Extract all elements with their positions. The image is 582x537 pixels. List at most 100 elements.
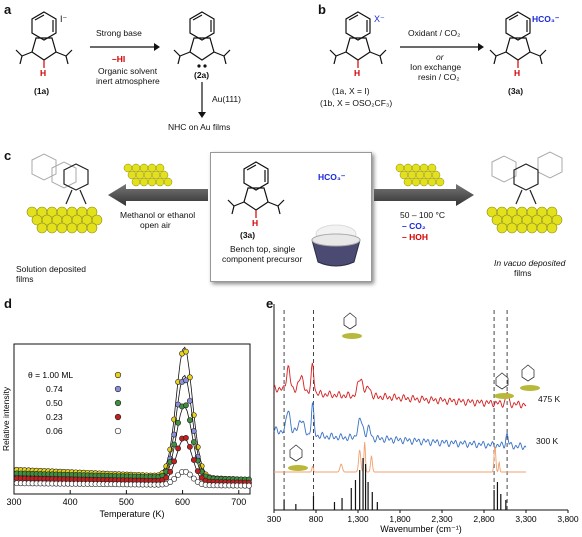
molecule-icon [494, 372, 514, 399]
legend-label-d: 0.50 [46, 398, 63, 408]
anion-3a-c: HCO₃⁻ [318, 172, 346, 182]
data-point-d [175, 472, 181, 478]
legend-marker-d [114, 371, 122, 379]
data-point-d [198, 474, 205, 481]
molecule-1a [15, 11, 73, 68]
h-atom-3a-c: H [252, 218, 259, 228]
center-caption-2: component precursor [222, 254, 303, 264]
anion-3a-b: HCO₃⁻ [532, 14, 560, 24]
label-475k: 475 K [538, 394, 561, 404]
left-arrow-1: Methanol or ethanol [120, 210, 196, 220]
molecule-2a [173, 11, 231, 68]
arrow-a-removed: –HI [112, 54, 126, 64]
arrow-b-top: Oxidant / CO₂ [408, 28, 461, 38]
data-point-d [183, 468, 189, 475]
legend-marker-d [114, 385, 122, 393]
right-caption-1: In vacuo deposited [494, 258, 566, 268]
data-point-d [186, 471, 193, 478]
x-tick-label-d: 500 [119, 497, 134, 507]
left-caption-1: Solution deposited [16, 264, 86, 274]
arrow-a-right [90, 43, 160, 51]
molecule-icon [520, 364, 540, 391]
gold-cluster-right [395, 163, 445, 187]
name-1a: (1a) [34, 86, 50, 96]
x-tick-label-d: 700 [231, 497, 246, 507]
legend-marker-d [114, 427, 122, 435]
label-300k: 300 K [536, 436, 559, 446]
data-point-d [167, 479, 174, 485]
data-point-d [171, 476, 178, 482]
x-tick-label-e: 800 [309, 514, 323, 524]
x-tick-label-e: 2,300 [431, 514, 453, 524]
molecule-1b [329, 11, 387, 68]
x-axis-label-d: Temperature (K) [99, 509, 164, 519]
panel-label-c: c [4, 148, 12, 163]
panel-label-e: e [266, 296, 274, 311]
name-1b-2: (1b, X = OSO₂CF₃) [320, 98, 393, 108]
data-point-d [190, 475, 197, 482]
data-point-d [186, 417, 193, 424]
arrow-a-top: Strong base [96, 28, 142, 38]
panel-label-b: b [318, 2, 326, 17]
arrow-c-left [108, 184, 208, 206]
molecule-icon-ring [495, 372, 509, 390]
left-arrow-2: open air [140, 220, 171, 230]
x-tick-label-e: 1,800 [389, 514, 411, 524]
x-tick-label-e: 3,300 [515, 514, 537, 524]
center-caption-1: Bench top, single [230, 244, 296, 254]
arrow-b-bottom-2: resin / CO₂ [418, 72, 460, 82]
name-3a-c: (3a) [240, 230, 256, 240]
x-tick-label-d: 300 [6, 497, 21, 507]
molecule-3a-c [227, 161, 285, 218]
right-arrow-2: – CO₂ [402, 221, 426, 231]
left-caption-2: films [16, 274, 34, 284]
data-point-d [175, 445, 181, 452]
name-1b-1: (1a, X = I) [332, 86, 370, 96]
x-tick-label-e: 1,300 [347, 514, 369, 524]
h-atom-1b: H [354, 68, 361, 78]
spectrum-exp-e [274, 441, 526, 473]
right-arrow-3: – HOH [402, 232, 428, 242]
data-point-d [167, 468, 174, 475]
y-axis-label-d: Relative intensity [1, 386, 11, 451]
name-3a-b: (3a) [508, 86, 524, 96]
data-point-d [194, 468, 201, 475]
panel-label-a: a [4, 2, 12, 17]
gold-cluster-left [123, 163, 173, 187]
x-axis-label-e: Wavenumber (cm⁻¹) [380, 524, 461, 534]
data-point-d [186, 443, 193, 450]
h-atom-3a-b: H [514, 68, 521, 78]
data-point-d [190, 439, 197, 445]
data-point-d [245, 482, 252, 489]
x-tick-label-e: 2,800 [473, 514, 495, 524]
molecule-icon-surface [494, 393, 514, 399]
molecule-icon-ring [289, 444, 303, 462]
data-point-d [183, 348, 189, 355]
x-tick-label-e: 3,800 [557, 514, 579, 524]
solution-film-illustration [26, 153, 103, 234]
panel-label-d: d [4, 296, 12, 311]
powder-bowl-illustration [311, 224, 361, 267]
arrow-c-right [374, 184, 474, 206]
legend-marker-d [114, 413, 122, 421]
legend-label-d: 0.23 [46, 412, 63, 422]
molecule-3a-b [489, 11, 547, 68]
arrow-a-down-label: Au(111) [212, 94, 241, 104]
x-tick-label-e: 300 [267, 514, 281, 524]
molecule-icon [288, 444, 308, 471]
molecule-icon-surface [342, 333, 362, 339]
result-a: NHC on Au films [168, 122, 231, 132]
legend-label-d: θ = 1.00 ML [28, 370, 73, 380]
legend-marker-d [114, 399, 122, 407]
data-point-d [171, 441, 178, 448]
legend-label-d: 0.06 [46, 426, 63, 436]
molecule-icon-surface [288, 465, 308, 471]
arrow-b-bottom-1: Ion exchange [410, 62, 462, 72]
ir-spectra-chart: 300 800 1,300 1,800 2,300 2,800 3,300 3,800 Wave… [267, 304, 579, 534]
anion-1b: X⁻ [374, 14, 385, 24]
right-caption-2: films [514, 268, 532, 278]
arrow-b-right [400, 43, 484, 51]
x-tick-label-d: 600 [175, 497, 190, 507]
data-point-d [163, 474, 170, 481]
molecule-icon-ring [521, 364, 535, 382]
